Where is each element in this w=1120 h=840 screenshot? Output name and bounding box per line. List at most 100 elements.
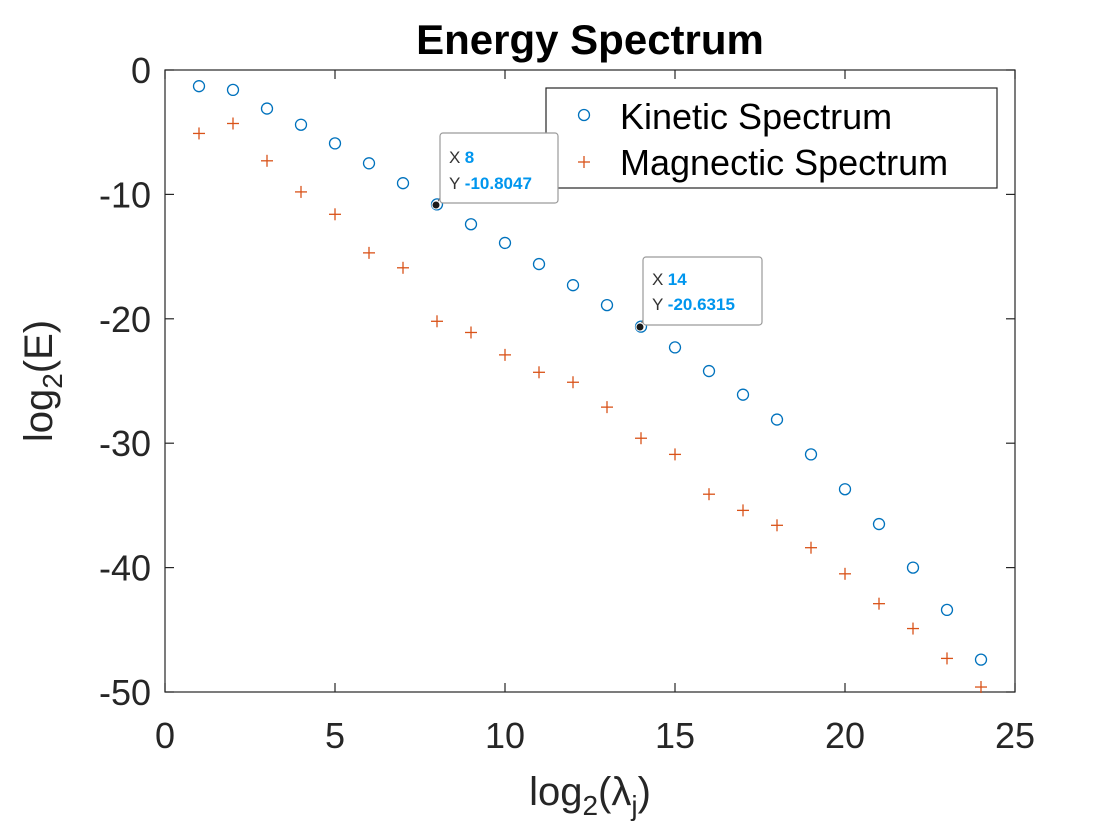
x-tick-label: 20 — [825, 715, 865, 756]
x-tick-label: 15 — [655, 715, 695, 756]
legend-magnetic-label: Magnectic Spectrum — [620, 142, 948, 183]
magnetic-point — [907, 622, 919, 635]
kinetic-point — [906, 561, 920, 574]
kinetic-point — [736, 388, 750, 401]
x-axis-label-subscript: 2 — [582, 790, 598, 821]
series-magnetic — [193, 117, 987, 694]
x-axis-label-close: ) — [638, 770, 651, 814]
y-axis-label-rest: (E) — [17, 320, 61, 373]
kinetic-point — [260, 102, 274, 115]
kinetic-point — [974, 653, 988, 666]
x-tick-label: 5 — [325, 715, 345, 756]
magnetic-point — [703, 488, 715, 501]
kinetic-point — [872, 517, 886, 531]
datatip-2-box — [642, 256, 763, 326]
y-tick-label: -20 — [99, 299, 151, 340]
magnetic-point — [397, 261, 409, 274]
magnetic-point — [261, 154, 273, 167]
kinetic-point — [804, 448, 818, 461]
kinetic-point — [396, 177, 410, 190]
magnetic-point — [873, 597, 885, 610]
magnetic-point — [941, 652, 953, 665]
legend-kinetic-label: Kinetic Spectrum — [620, 96, 892, 137]
kinetic-point — [566, 279, 580, 292]
kinetic-point — [464, 218, 478, 231]
datatip-2-x-row: X 14 — [652, 270, 687, 289]
magnetic-point — [295, 185, 307, 198]
y-tick-label: -30 — [99, 423, 151, 464]
magnetic-point — [329, 208, 341, 221]
kinetic-point — [702, 364, 716, 378]
magnetic-point — [805, 541, 817, 554]
magnetic-point — [227, 117, 239, 130]
ticks: 0 5 10 15 20 25 0 -10 -20 -30 -40 -50 — [99, 50, 1035, 756]
magnetic-point — [363, 246, 375, 259]
datatip-1-y-value: -10.8047 — [465, 174, 532, 193]
kinetic-point — [838, 483, 852, 496]
legend-box — [545, 87, 998, 189]
kinetic-point — [770, 413, 784, 426]
y-tick-label: -40 — [99, 548, 151, 589]
magnetic-point — [635, 432, 647, 445]
y-tick-label: -50 — [99, 672, 151, 713]
magnetic-point — [669, 448, 681, 461]
datatip-2-x-value: 14 — [668, 270, 687, 289]
y-tick-label: -10 — [99, 174, 151, 215]
magnetic-point — [601, 401, 613, 414]
magnetic-point — [431, 315, 443, 328]
x-axis-label-base: log — [529, 770, 582, 814]
y-axis-label-subscript: 2 — [37, 373, 68, 389]
legend-magnetic-marker — [578, 156, 590, 168]
magnetic-point — [465, 326, 477, 339]
kinetic-point — [430, 198, 444, 211]
chart-title: Energy Spectrum — [416, 16, 764, 63]
datatip-2-y-value: -20.6315 — [668, 295, 735, 314]
kinetic-point — [600, 298, 614, 312]
series-kinetic — [192, 80, 988, 666]
y-axis-label-base: log — [17, 389, 61, 442]
magnetic-point — [975, 681, 987, 694]
kinetic-point — [634, 320, 648, 333]
x-tick-label: 25 — [995, 715, 1035, 756]
datatip-2-x-key: X — [652, 270, 663, 289]
magnetic-point — [567, 376, 579, 389]
x-axis-label-symbol: λ — [611, 770, 631, 814]
datatip-1-x-key: X — [449, 148, 460, 167]
x-axis-label-open: ( — [598, 770, 612, 814]
kinetic-point — [668, 341, 682, 354]
kinetic-point — [226, 83, 240, 97]
kinetic-point — [532, 257, 546, 271]
datatip-2[interactable]: X 14 Y -20.6315 — [635, 256, 763, 332]
datatip-1-x-value: 8 — [465, 148, 474, 167]
x-axis-label: log2(λj) — [529, 770, 651, 821]
kinetic-point — [362, 157, 376, 170]
datatip-1-x-row: X 8 — [449, 148, 474, 167]
y-axis-label: log2(E) — [17, 320, 68, 442]
kinetic-point — [328, 137, 342, 150]
datatip-1-box — [439, 132, 559, 204]
magnetic-point — [839, 567, 851, 580]
x-tick-label: 0 — [155, 715, 175, 756]
datatip-2-y-key: Y — [652, 295, 663, 314]
kinetic-point — [192, 80, 206, 93]
magnetic-point — [193, 127, 205, 140]
data-series — [192, 80, 988, 694]
magnetic-point — [533, 366, 545, 379]
datatip-1-y-key: Y — [449, 174, 460, 193]
datatip-1[interactable]: X 8 Y -10.8047 — [431, 132, 559, 210]
kinetic-point — [940, 603, 954, 617]
datatip-1-marker — [431, 200, 441, 210]
magnetic-point — [737, 504, 749, 517]
legend: Kinetic Spectrum Magnectic Spectrum — [545, 87, 998, 189]
y-tick-label: 0 — [131, 50, 151, 91]
kinetic-point — [498, 236, 512, 250]
kinetic-point — [294, 118, 308, 131]
x-tick-label: 10 — [485, 715, 525, 756]
legend-kinetic-marker — [577, 108, 591, 122]
x-axis-label-symbol-subscript: j — [630, 790, 637, 821]
magnetic-point — [771, 519, 783, 532]
datatip-2-marker — [635, 322, 645, 332]
datatip-2-y-row: Y -20.6315 — [652, 295, 735, 314]
datatip-1-y-row: Y -10.8047 — [449, 174, 532, 193]
